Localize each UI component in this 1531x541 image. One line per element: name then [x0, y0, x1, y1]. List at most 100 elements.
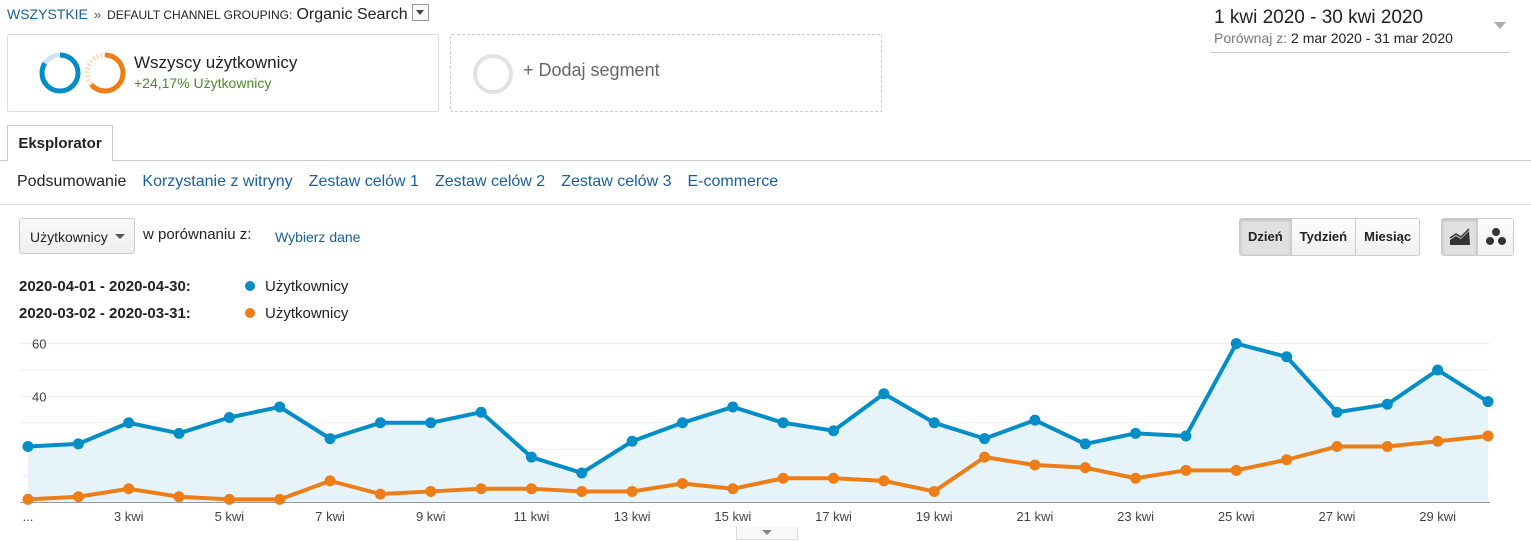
- data-point: [626, 435, 638, 447]
- breadcrumb-separator: »: [93, 7, 102, 22]
- x-tick-label: 23 kwi: [1117, 509, 1154, 524]
- data-point: [374, 417, 386, 429]
- segment-donut-icon: [39, 52, 126, 94]
- data-point: [676, 417, 688, 429]
- data-point: [1130, 472, 1142, 484]
- data-point: [1432, 364, 1444, 376]
- data-point: [223, 493, 235, 505]
- data-point: [374, 488, 386, 500]
- data-point: [123, 483, 135, 495]
- data-point: [928, 417, 940, 429]
- add-segment-button[interactable]: + Dodaj segment: [450, 34, 882, 112]
- legend-metric: Użytkownicy: [265, 278, 349, 295]
- period-toggle: Dzień Tydzień Miesiąc: [1239, 218, 1421, 256]
- subnav-site-usage[interactable]: Korzystanie z witryny: [142, 173, 293, 190]
- data-point: [676, 478, 688, 490]
- subnav-goal-set-1[interactable]: Zestaw celów 1: [308, 173, 419, 190]
- motion-chart-button[interactable]: [1478, 219, 1513, 255]
- date-range-compare-value: 2 mar 2020 - 31 mar 2020: [1291, 30, 1453, 46]
- data-point: [576, 467, 588, 479]
- data-point: [828, 472, 840, 484]
- x-tick-label: 7 kwi: [315, 509, 345, 524]
- data-point: [1029, 414, 1041, 426]
- x-tick-label: 19 kwi: [916, 509, 953, 524]
- legend-metric: Użytkownicy: [265, 305, 349, 322]
- data-point: [22, 493, 34, 505]
- data-point: [1482, 430, 1494, 442]
- data-point: [1432, 435, 1444, 447]
- series-area: [28, 343, 1488, 502]
- chart-type-toggle: [1441, 218, 1514, 256]
- data-point: [828, 425, 840, 437]
- x-tick-label: 25 kwi: [1218, 509, 1255, 524]
- data-point: [173, 427, 185, 439]
- date-range-picker[interactable]: 1 kwi 2020 - 30 kwi 2020 Porównaj z: 2 m…: [1210, 6, 1510, 53]
- legend-row-compare: 2020-03-02 - 2020-03-31: Użytkownicy: [19, 305, 348, 322]
- data-point: [425, 485, 437, 497]
- subnav-goal-set-3[interactable]: Zestaw celów 3: [561, 173, 672, 190]
- legend-dot-icon: [245, 281, 255, 291]
- date-range-main: 1 kwi 2020 - 30 kwi 2020: [1214, 7, 1424, 28]
- x-tick-label: ...: [23, 509, 34, 524]
- y-tick-label: 40: [32, 389, 46, 404]
- breadcrumb-all-link[interactable]: WSZYSTKIE: [7, 6, 88, 22]
- breadcrumb-value: Organic Search: [296, 6, 408, 23]
- data-point: [777, 417, 789, 429]
- data-point: [1230, 338, 1242, 350]
- data-point: [475, 406, 487, 418]
- choose-data-link[interactable]: Wybierz dane: [275, 229, 361, 245]
- tab-divider: [0, 160, 1531, 161]
- x-tick-label: 13 kwi: [614, 509, 651, 524]
- date-range-compare: Porównaj z: 2 mar 2020 - 31 mar 2020: [1214, 30, 1453, 46]
- x-tick-label: 17 kwi: [815, 509, 852, 524]
- data-point: [22, 441, 34, 453]
- data-point: [1180, 464, 1192, 476]
- data-point: [324, 475, 336, 487]
- data-point: [72, 491, 84, 503]
- subnav-goal-set-2[interactable]: Zestaw celów 2: [434, 173, 546, 190]
- data-point: [324, 433, 336, 445]
- period-month-button[interactable]: Miesiąc: [1355, 219, 1420, 255]
- subnav-divider: [0, 204, 1531, 205]
- tab-explorer[interactable]: Eksplorator: [7, 125, 113, 162]
- legend-row-current: 2020-04-01 - 2020-04-30: Użytkownicy: [19, 278, 348, 295]
- empty-segment-icon: [473, 54, 513, 94]
- data-point: [274, 401, 286, 413]
- data-point: [1331, 406, 1343, 418]
- data-point: [72, 438, 84, 450]
- data-point: [1482, 396, 1494, 408]
- data-point: [1029, 459, 1041, 471]
- period-day-button[interactable]: Dzień: [1240, 219, 1291, 255]
- data-point: [878, 388, 890, 400]
- data-point: [1230, 464, 1242, 476]
- data-point: [1381, 441, 1393, 453]
- data-point: [777, 472, 789, 484]
- data-point: [475, 483, 487, 495]
- chart-collapse-handle[interactable]: [736, 527, 798, 540]
- x-tick-label: 9 kwi: [416, 509, 446, 524]
- data-point: [1281, 351, 1293, 363]
- data-point: [626, 485, 638, 497]
- series-line-compare: [27, 433, 1489, 502]
- data-point: [425, 417, 437, 429]
- data-point: [979, 433, 991, 445]
- line-chart-button[interactable]: [1442, 219, 1478, 255]
- subnav-summary[interactable]: Podsumowanie: [17, 173, 127, 190]
- segment-title: Wszyscy użytkownicy: [134, 53, 298, 72]
- x-tick-label: 21 kwi: [1016, 509, 1053, 524]
- data-point: [1130, 427, 1142, 439]
- period-week-button[interactable]: Tydzień: [1290, 219, 1356, 255]
- segment-all-users[interactable]: Wszyscy użytkownicy +24,17% Użytkownicy: [7, 34, 439, 112]
- breadcrumb-dropdown-icon[interactable]: [411, 4, 429, 21]
- chevron-down-icon[interactable]: [1494, 22, 1506, 29]
- subnav-ecommerce[interactable]: E-commerce: [687, 173, 779, 190]
- metric-select[interactable]: Użytkownicy: [19, 218, 135, 254]
- series-line-current: [27, 341, 1490, 475]
- y-tick-label: 60: [32, 337, 46, 352]
- sub-navigation: Podsumowanie Korzystanie z witryny Zestaw …: [17, 173, 794, 191]
- data-point: [525, 483, 537, 495]
- data-point: [576, 485, 588, 497]
- compare-label: w porównaniu z:: [143, 226, 252, 243]
- date-range-compare-label: Porównaj z:: [1214, 30, 1288, 46]
